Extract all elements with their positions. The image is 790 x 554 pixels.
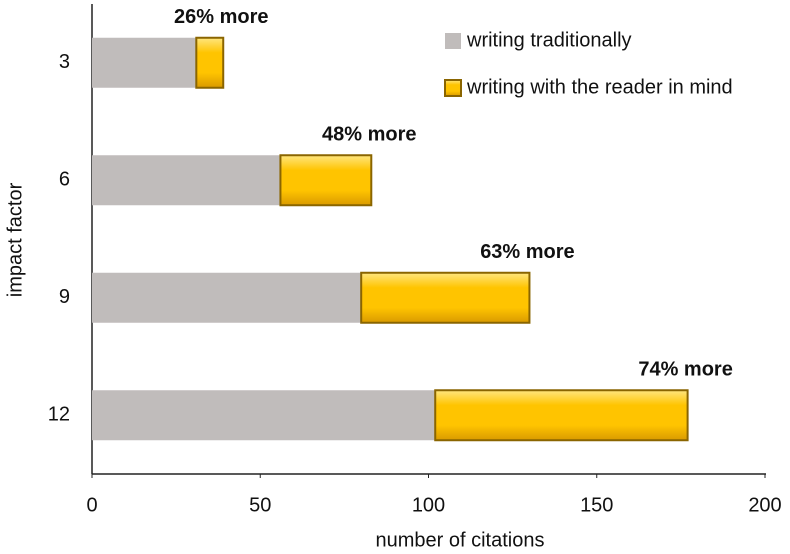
x-tick-label: 50 — [249, 494, 271, 516]
x-axis-label: number of citations — [376, 529, 545, 551]
y-tick-label: 3 — [59, 51, 70, 73]
bar-base — [92, 37, 197, 88]
bar-increase — [360, 271, 531, 324]
bar-base — [92, 390, 436, 441]
bar-increase — [195, 36, 225, 89]
x-tick-label: 0 — [86, 494, 97, 516]
x-tick-label: 150 — [580, 494, 613, 516]
y-axis-label: impact factor — [4, 182, 26, 297]
x-tick-label: 100 — [412, 494, 445, 516]
bar-increase — [434, 389, 689, 442]
legend-label: writing traditionally — [466, 29, 632, 51]
y-tick-label: 6 — [59, 169, 70, 191]
legend-swatch — [444, 79, 462, 97]
annotation: 74% more — [638, 359, 733, 381]
annotation: 48% more — [322, 124, 417, 146]
annotation: 63% more — [480, 241, 575, 263]
bar-base — [92, 155, 281, 206]
annotation: 26% more — [174, 6, 269, 28]
legend-label: writing with the reader in mind — [466, 76, 733, 98]
bar-base — [92, 272, 362, 323]
y-tick-label: 12 — [48, 404, 70, 426]
x-tick-label: 200 — [748, 494, 781, 516]
y-tick-label: 9 — [59, 286, 70, 308]
bar-increase — [279, 154, 373, 207]
legend-swatch — [445, 33, 461, 49]
